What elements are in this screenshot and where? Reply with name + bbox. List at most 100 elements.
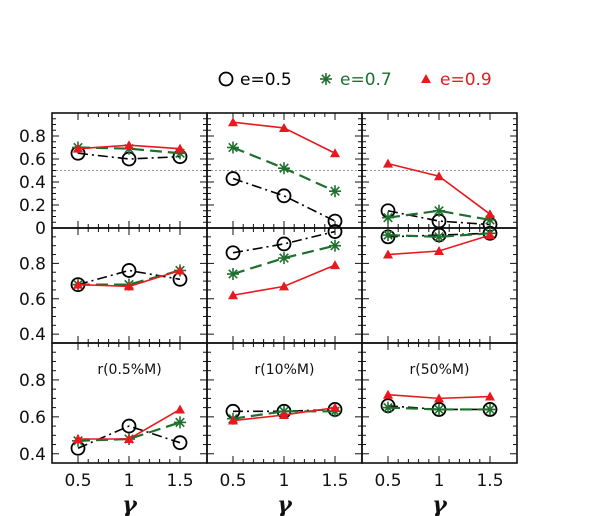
legend-marker-e07	[320, 73, 332, 85]
series-line-e05	[387, 209, 491, 226]
panel-r1c0: 0.4 0.6 0.8	[19, 227, 208, 345]
data-point-e09	[330, 260, 340, 270]
y-tick-label: 0.6	[19, 150, 46, 170]
data-point-e07	[382, 401, 394, 414]
x-tick-label: 0.5	[64, 471, 91, 491]
panel-r2c1: r(10%M)	[206, 342, 363, 464]
data-point-e05	[276, 236, 292, 252]
panel-r1c2	[361, 225, 518, 344]
x-tick-label: 1	[434, 471, 445, 491]
data-point-e09	[383, 249, 393, 259]
data-point-e07	[329, 239, 341, 252]
x-tick-label: 0.5	[219, 471, 246, 491]
data-point-e09	[124, 434, 134, 443]
panel-annotation: r(0.5%M)	[97, 362, 161, 378]
data-point-e09	[434, 246, 444, 255]
data-point-e09	[330, 402, 340, 412]
legend-label: e=0.5	[240, 70, 292, 90]
y-tick-label: 0.6	[19, 290, 46, 310]
data-point-e09	[228, 415, 238, 425]
panel-frame	[206, 342, 363, 464]
data-point-e09	[175, 265, 185, 275]
x-axis-label: γ	[277, 492, 293, 516]
data-point-e07	[227, 268, 239, 280]
series-line-e05	[387, 232, 491, 238]
y-tick-label: 0.4	[19, 445, 46, 465]
data-point-e09	[124, 140, 134, 150]
data-point-e09	[73, 279, 83, 289]
panel-r2c2: r(50%M)	[361, 342, 518, 464]
y-tick-label: 0.4	[19, 325, 46, 345]
x-axis-labels: 0.5 1 1.5 γ 0.5 1 1.5 γ 0.5 1 1.5 γ	[64, 471, 503, 516]
data-point-e09	[485, 230, 495, 240]
data-point-e05	[121, 263, 137, 278]
panel-r0c0: 0 0.2 0.4 0.6 0.8	[19, 112, 208, 239]
data-point-e07	[329, 185, 341, 198]
y-tick-label: 0.6	[19, 408, 46, 428]
data-point-e05	[327, 224, 343, 239]
data-point-e09	[485, 209, 495, 219]
data-point-e07	[278, 252, 290, 265]
panel-grid: 0 0.2 0.4 0.6 0.8 0.4 0.6 0.8 0.4 0.6 0.8 r(0.5%M) r…	[19, 112, 518, 465]
data-point-e07	[484, 403, 496, 416]
data-point-e05	[172, 435, 188, 451]
legend-marker-e09	[421, 74, 431, 83]
y-tick-label: 0.4	[19, 173, 46, 193]
legend-marker-e05	[218, 71, 234, 87]
data-point-e09	[73, 143, 83, 153]
legend-label: e=0.9	[440, 70, 492, 90]
panel-r0c2	[361, 112, 518, 232]
data-point-e09	[175, 404, 185, 414]
data-point-e09	[485, 391, 495, 401]
data-point-e09	[175, 143, 185, 153]
panel-r1c1	[206, 224, 363, 344]
data-point-e09	[228, 117, 238, 127]
series-line-e05	[387, 404, 490, 411]
data-point-e09	[279, 281, 289, 291]
data-point-e07	[433, 204, 445, 217]
x-tick-label: 1.5	[476, 471, 503, 491]
data-point-e07	[174, 416, 186, 429]
panel-annotation: r(50%M)	[410, 362, 470, 378]
x-axis-label: γ	[122, 492, 138, 516]
x-tick-label: 1	[124, 471, 135, 491]
panel-r2c0: 0.4 0.6 0.8 r(0.5%M)	[19, 342, 208, 465]
series-line-e09	[232, 264, 336, 297]
data-point-e05	[225, 245, 241, 261]
data-point-e09	[383, 389, 393, 399]
data-point-e05	[276, 188, 292, 204]
y-tick-label: 0.8	[19, 371, 46, 391]
y-tick-label: 0.8	[19, 254, 46, 274]
data-point-e09	[434, 171, 444, 181]
data-point-e07	[382, 229, 394, 242]
data-point-e09	[124, 281, 134, 291]
data-point-e07	[433, 403, 445, 416]
x-tick-label: 1.5	[321, 471, 348, 491]
x-tick-label: 1.5	[166, 471, 193, 491]
series-line-e05	[77, 152, 181, 160]
data-point-e09	[228, 290, 238, 300]
data-point-e09	[279, 410, 289, 419]
data-point-e09	[434, 393, 444, 403]
data-point-e07	[382, 211, 394, 224]
panel-annotation: r(10%M)	[255, 362, 315, 378]
data-point-e09	[383, 158, 393, 168]
x-tick-label: 0.5	[374, 471, 401, 491]
data-point-e07	[278, 162, 290, 175]
data-point-e07	[433, 230, 445, 243]
y-tick-label: 0.2	[19, 196, 46, 216]
data-point-e07	[227, 141, 239, 154]
legend-label: e=0.7	[340, 70, 392, 90]
data-point-e09	[330, 148, 340, 158]
data-point-e05	[121, 418, 137, 434]
x-tick-label: 1	[279, 471, 290, 491]
panel-frame	[361, 227, 518, 344]
panel-r0c1	[206, 112, 363, 229]
legend: e=0.5 e=0.7 e=0.9	[218, 70, 492, 90]
data-point-e05	[225, 171, 241, 186]
series-line-e05	[232, 230, 336, 254]
data-point-e09	[279, 122, 289, 132]
y-tick-label: 0.8	[19, 127, 46, 147]
data-point-e09	[73, 434, 83, 443]
